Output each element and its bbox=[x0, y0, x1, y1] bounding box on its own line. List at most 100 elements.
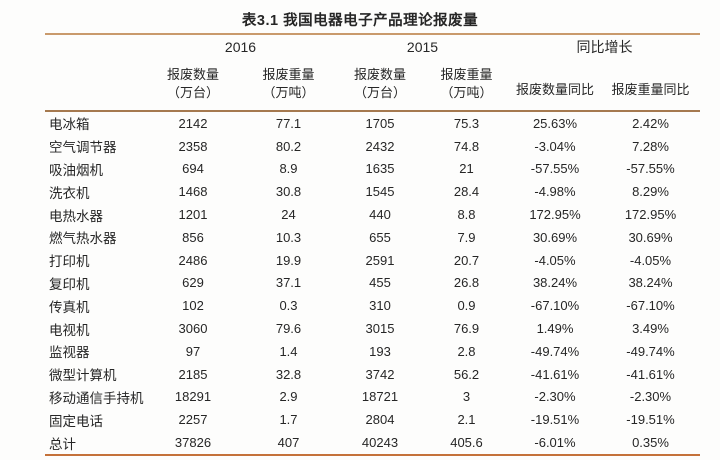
col-header-line1: 报废重量 bbox=[440, 67, 493, 82]
cell-value: -57.55% bbox=[530, 161, 580, 177]
cell-value: 30.8 bbox=[275, 184, 302, 200]
cell-value: -2.30% bbox=[629, 389, 672, 405]
cell-value: 3015 bbox=[365, 321, 395, 337]
table-body: 电冰箱 2142 77.1 1705 75.3 25.63% 2.42% 空气调节器 2358 8… bbox=[45, 111, 700, 455]
cell-value: 1468 bbox=[178, 184, 208, 200]
row-label: 总计 bbox=[49, 436, 76, 452]
cell-value: 3742 bbox=[365, 366, 395, 382]
cell-value: 3 bbox=[462, 389, 471, 405]
col-header-quantity-yoy: 报废数量同比 bbox=[515, 81, 594, 97]
row-label: 吸油烟机 bbox=[49, 162, 103, 178]
cell-value: -19.51% bbox=[530, 412, 580, 428]
cell-value: 2185 bbox=[178, 366, 208, 382]
cell-value: 1.49% bbox=[536, 321, 574, 337]
table-row: 传真机 102 0.3 310 0.9 -67.10% -67.10% bbox=[45, 294, 700, 317]
table-row: 固定电话 2257 1.7 2804 2.1 -19.51% -19.51% bbox=[45, 408, 700, 431]
row-label: 燃气热水器 bbox=[49, 231, 117, 247]
cell-value: 455 bbox=[369, 275, 391, 291]
cell-value: 37.1 bbox=[275, 275, 302, 291]
cell-value: -67.10% bbox=[626, 298, 675, 314]
cell-value: 856 bbox=[182, 229, 204, 245]
row-label: 电热水器 bbox=[49, 208, 103, 224]
col-header-line2: （万吨） bbox=[440, 85, 493, 100]
table-row: 总计 37826 407 40243 405.6 -6.01% 0.35% bbox=[45, 431, 700, 455]
cell-value: 405.6 bbox=[450, 435, 483, 451]
cell-value: 1545 bbox=[365, 184, 395, 200]
corner-cell bbox=[45, 34, 145, 58]
cell-value: -6.01% bbox=[534, 435, 576, 451]
row-label: 打印机 bbox=[49, 254, 90, 270]
row-label: 空气调节器 bbox=[49, 140, 117, 156]
cell-value: 407 bbox=[277, 435, 300, 451]
group-header-2016: 2016 bbox=[224, 38, 257, 55]
cell-value: 0.3 bbox=[279, 298, 298, 314]
cell-value: 18291 bbox=[174, 389, 212, 405]
col-header-line2: （万台） bbox=[353, 85, 406, 100]
table-title: 表3.1 我国电器电子产品理论报废量 bbox=[241, 13, 479, 29]
cell-value: 310 bbox=[369, 298, 391, 314]
table-row: 移动通信手持机 18291 2.9 18721 3 -2.30% -2.30% bbox=[45, 386, 700, 409]
cell-value: 2.9 bbox=[279, 389, 298, 405]
cell-value: 440 bbox=[369, 207, 391, 223]
cell-value: -41.61% bbox=[530, 366, 580, 382]
cell-value: -4.98% bbox=[534, 184, 576, 200]
table-row: 洗衣机 1468 30.8 1545 28.4 -4.98% 8.29% bbox=[45, 180, 700, 203]
row-label: 洗衣机 bbox=[49, 185, 90, 201]
cell-value: 8.8 bbox=[457, 207, 476, 223]
cell-value: -4.05% bbox=[534, 252, 576, 268]
cell-value: -49.74% bbox=[530, 343, 580, 359]
col-header-weight-yoy: 报废重量同比 bbox=[611, 81, 690, 97]
cell-value: -2.30% bbox=[534, 389, 576, 405]
col-header-2016-weight: 报废重量 （万吨） bbox=[241, 58, 336, 111]
cell-value: 1.4 bbox=[279, 343, 298, 359]
cell-value: 32.8 bbox=[275, 366, 302, 382]
cell-value: -49.74% bbox=[626, 343, 675, 359]
cell-value: 1705 bbox=[365, 115, 395, 131]
cell-value: 8.9 bbox=[279, 161, 298, 177]
cell-value: 102 bbox=[182, 298, 204, 314]
cell-value: 24 bbox=[281, 207, 296, 223]
cell-value: 2.8 bbox=[457, 343, 476, 359]
cell-value: 21 bbox=[459, 161, 474, 177]
cell-value: 655 bbox=[369, 229, 391, 245]
cell-value: 1.7 bbox=[279, 412, 298, 428]
cell-value: 2804 bbox=[365, 412, 395, 428]
cell-value: 30.69% bbox=[628, 229, 673, 245]
cell-value: 2358 bbox=[178, 138, 208, 154]
table-row: 电热水器 1201 24 440 8.8 172.95% 172.95% bbox=[45, 203, 700, 226]
table-row: 微型计算机 2185 32.8 3742 56.2 -41.61% -41.61% bbox=[45, 363, 700, 386]
cell-value: 26.8 bbox=[453, 275, 480, 291]
corner-cell bbox=[45, 58, 145, 111]
cell-value: 1201 bbox=[178, 207, 208, 223]
cell-value: 56.2 bbox=[453, 366, 480, 382]
row-label: 固定电话 bbox=[49, 413, 103, 429]
cell-value: 19.9 bbox=[275, 252, 302, 268]
cell-value: -57.55% bbox=[626, 161, 675, 177]
row-label: 复印机 bbox=[49, 276, 90, 292]
cell-value: 3.49% bbox=[632, 321, 669, 337]
cell-value: 694 bbox=[182, 161, 204, 177]
table-row: 燃气热水器 856 10.3 655 7.9 30.69% 30.69% bbox=[45, 226, 700, 249]
cell-value: 79.6 bbox=[275, 321, 302, 337]
col-header-line1: 报废重量 bbox=[262, 67, 315, 82]
col-header-2015-quantity: 报废数量 （万台） bbox=[336, 58, 424, 111]
table-row: 空气调节器 2358 80.2 2432 74.8 -3.04% 7.28% bbox=[45, 135, 700, 158]
group-header-2015: 2015 bbox=[406, 38, 439, 55]
cell-value: -41.61% bbox=[626, 366, 675, 382]
table-row: 吸油烟机 694 8.9 1635 21 -57.55% -57.55% bbox=[45, 158, 700, 181]
cell-value: 7.9 bbox=[457, 229, 476, 245]
cell-value: 38.24% bbox=[628, 275, 673, 291]
row-label: 传真机 bbox=[49, 299, 90, 315]
cell-value: 629 bbox=[182, 275, 204, 291]
cell-value: 20.7 bbox=[453, 252, 480, 268]
cell-value: 172.95% bbox=[624, 207, 677, 223]
row-label: 监视器 bbox=[49, 345, 90, 361]
col-header-line2: （万台） bbox=[166, 85, 219, 100]
cell-value: -4.05% bbox=[629, 252, 672, 268]
cell-value: 38.24% bbox=[532, 275, 578, 291]
cell-value: 28.4 bbox=[453, 184, 480, 200]
cell-value: 25.63% bbox=[532, 115, 578, 131]
cell-value: 80.2 bbox=[275, 138, 302, 154]
col-header-2016-quantity: 报废数量 （万台） bbox=[145, 58, 241, 111]
row-label: 电视机 bbox=[49, 322, 90, 338]
